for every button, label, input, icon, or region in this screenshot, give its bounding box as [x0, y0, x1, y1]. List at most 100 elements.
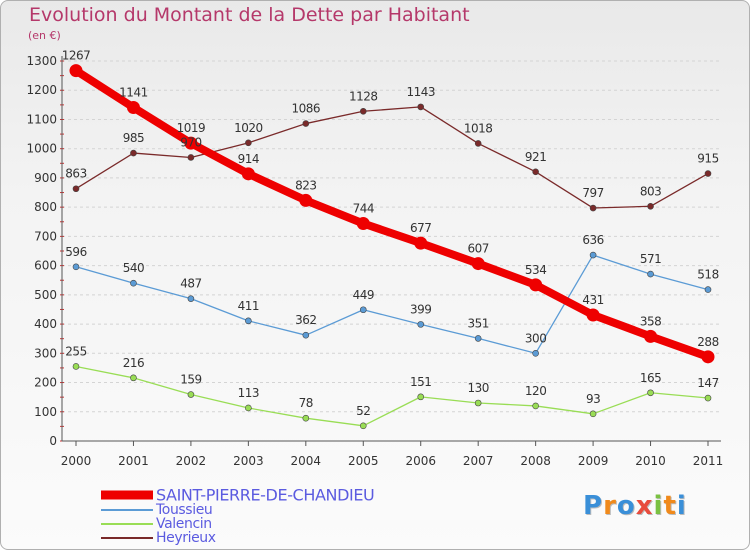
data-label-valencin: 120: [525, 384, 546, 398]
data-label-heyrieux: 1143: [406, 85, 435, 99]
y-tick-label: 700: [34, 229, 57, 243]
data-point-toussieu: [647, 270, 654, 278]
data-label-saint-pierre-de-chandieu: 677: [410, 221, 431, 235]
data-label-valencin: 52: [356, 404, 370, 418]
data-point-toussieu: [130, 279, 137, 287]
x-tick-label: 2006: [405, 454, 436, 468]
x-tick-label: 2005: [348, 454, 379, 468]
data-point-toussieu: [704, 286, 712, 293]
y-tick-label: 800: [34, 200, 57, 214]
x-tick-label: 2007: [463, 454, 494, 468]
data-point-heyrieux: [72, 185, 80, 193]
data-point-toussieu: [532, 350, 539, 357]
y-tick-label: 100: [34, 405, 57, 419]
data-point-heyrieux: [187, 154, 195, 161]
y-tick-label: 1100: [26, 112, 57, 126]
legend-item-toussieu: Toussieu: [101, 502, 421, 518]
data-label-heyrieux: 863: [65, 167, 86, 181]
data-label-saint-pierre-de-chandieu: 823: [295, 178, 316, 192]
x-tick-label: 2003: [233, 454, 264, 468]
data-label-heyrieux: 1086: [292, 102, 321, 116]
data-label-valencin: 165: [640, 371, 661, 385]
data-point-heyrieux: [532, 168, 539, 176]
data-label-valencin: 147: [697, 376, 718, 390]
data-point-valencin: [589, 410, 597, 418]
data-point-heyrieux: [130, 149, 137, 157]
legend: SAINT-PIERRE-DE-CHANDIEU Toussieu Valencin…: [101, 485, 421, 546]
y-tick-label: 1200: [26, 83, 57, 97]
y-tick-label: 0: [49, 434, 57, 448]
data-point-saint-pierre-de-chandieu: [356, 217, 370, 231]
data-label-valencin: 93: [586, 392, 600, 406]
data-point-valencin: [72, 363, 80, 370]
x-tick-label: 2004: [291, 454, 322, 468]
series-line-heyrieux: [75, 106, 709, 209]
data-point-saint-pierre-de-chandieu: [299, 193, 313, 207]
legend-item-valencin: Valencin: [101, 516, 421, 532]
data-point-saint-pierre-de-chandieu: [126, 100, 140, 114]
data-label-toussieu: 571: [640, 252, 661, 266]
data-label-valencin: 130: [467, 381, 488, 395]
data-label-heyrieux: 921: [525, 150, 546, 164]
legend-item-saint-pierre-de-chandieu: SAINT-PIERRE-DE-CHANDIEU: [101, 485, 421, 504]
data-label-saint-pierre-de-chandieu: 431: [582, 293, 603, 307]
data-label-toussieu: 540: [123, 261, 144, 275]
legend-item-heyrieux: Heyrieux: [101, 530, 421, 546]
y-tick-label: 1300: [26, 54, 57, 68]
data-point-heyrieux: [302, 120, 310, 127]
data-point-saint-pierre-de-chandieu: [529, 278, 543, 292]
data-point-heyrieux: [245, 139, 252, 147]
axes: 0 100 200 300 400 500 600 700 800 900 1000 1100 1200…: [26, 54, 723, 468]
y-tick-label: 1000: [26, 142, 57, 156]
data-point-toussieu: [245, 317, 252, 325]
data-label-toussieu: 399: [410, 302, 431, 316]
data-label-saint-pierre-de-chandieu: 358: [640, 314, 661, 328]
data-label-saint-pierre-de-chandieu: 1267: [62, 49, 91, 63]
data-point-saint-pierre-de-chandieu: [586, 308, 600, 322]
chart-unit-label: (en €): [28, 29, 61, 42]
data-point-valencin: [417, 393, 425, 401]
data-label-toussieu: 351: [467, 316, 488, 330]
legend-label: Heyrieux: [156, 530, 216, 546]
data-point-heyrieux: [359, 107, 367, 115]
legend-label: Valencin: [156, 516, 212, 532]
data-label-toussieu: 449: [353, 288, 374, 302]
data-label-toussieu: 596: [65, 245, 86, 259]
data-point-valencin: [187, 391, 195, 398]
data-label-toussieu: 411: [238, 299, 259, 313]
data-point-valencin: [474, 399, 482, 407]
x-tick-label: 2002: [176, 454, 207, 468]
data-point-toussieu: [589, 251, 597, 259]
data-point-heyrieux: [704, 170, 712, 177]
data-label-valencin: 159: [180, 373, 201, 387]
data-point-valencin: [704, 394, 712, 402]
data-label-toussieu: 636: [582, 233, 603, 247]
data-point-valencin: [532, 402, 539, 410]
x-tick-label: 2009: [578, 454, 609, 468]
legend-label: Toussieu: [156, 502, 213, 518]
data-label-toussieu: 300: [525, 331, 546, 345]
data-label-heyrieux: 915: [697, 152, 718, 166]
data-label-heyrieux: 970: [180, 135, 201, 149]
data-point-saint-pierre-de-chandieu: [414, 236, 428, 250]
legend-label: SAINT-PIERRE-DE-CHANDIEU: [156, 485, 375, 504]
data-point-valencin: [245, 404, 252, 412]
data-label-saint-pierre-de-chandieu: 744: [353, 202, 374, 216]
data-label-toussieu: 362: [295, 313, 316, 327]
data-point-valencin: [130, 374, 137, 382]
data-label-heyrieux: 803: [640, 184, 661, 198]
series-line-toussieu: [75, 254, 709, 354]
data-point-heyrieux: [589, 204, 597, 212]
data-label-valencin: 255: [65, 344, 86, 358]
data-point-saint-pierre-de-chandieu: [184, 136, 198, 150]
data-label-heyrieux: 797: [582, 186, 603, 200]
data-point-toussieu: [359, 306, 367, 314]
series-lines: [69, 64, 715, 430]
series-line-valencin: [75, 365, 709, 427]
data-point-toussieu: [187, 295, 195, 302]
data-label-heyrieux: 1128: [349, 89, 378, 103]
data-label-heyrieux: 1018: [464, 121, 493, 135]
y-tick-label: 300: [34, 346, 57, 360]
series-line-saint-pierre-de-chandieu: [72, 66, 712, 361]
x-tick-label: 2011: [693, 454, 724, 468]
